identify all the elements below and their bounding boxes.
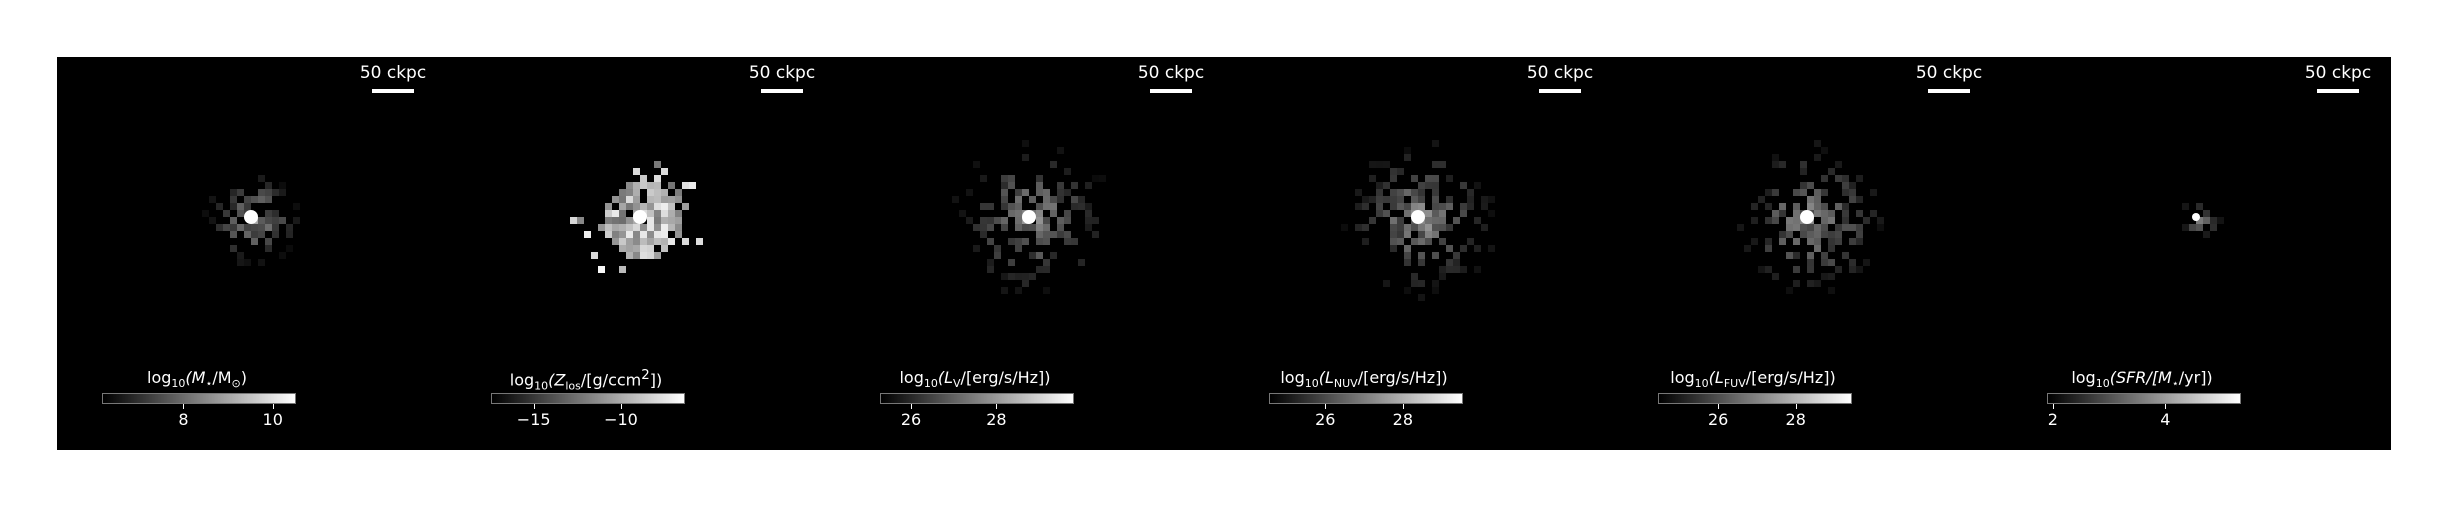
scale-bar-label: 50 ckpc (1915, 63, 1983, 83)
colorbar-tick-label: 28 (1392, 410, 1414, 429)
scale-bar: 50 ckpc (2293, 63, 2383, 93)
colorbar-tick-label: 26 (900, 410, 922, 429)
colorbar-tick (183, 404, 185, 409)
map-lfuv (1737, 140, 1884, 294)
colorbar-tick-label: 26 (1315, 410, 1336, 429)
scale-bar: 50 ckpc (1904, 63, 1994, 93)
colorbar-tick (1325, 404, 1327, 409)
colorbar-tick (620, 404, 622, 409)
panel-lfuv: 50 ckpc log10(LFUV/[erg/s/Hz]) 26 28 (1613, 57, 2002, 450)
colorbar (1269, 393, 1463, 404)
scale-bar-label: 50 ckpc (1526, 63, 1594, 83)
scale-bar-label: 50 ckpc (2304, 63, 2372, 83)
colorbar-tick-label: 2 (2047, 410, 2058, 429)
colorbar-label: log10(M⋆/M⊙) (147, 368, 247, 391)
colorbar (2047, 393, 2241, 404)
colorbar-label: log10(Zlos/[g/ccm2]) (509, 368, 663, 393)
colorbar-tick (2052, 404, 2054, 409)
panel-lnuv: 50 ckpc log10(LNUV/[erg/s/Hz]) 26 28 (1224, 57, 1613, 450)
scale-bar-label: 50 ckpc (748, 63, 816, 83)
colorbar-tick-label: −15 (516, 410, 551, 429)
colorbar-label: log10(LNUV/[erg/s/Hz]) (1280, 368, 1448, 391)
panel-mstar: 50 ckpc log10(M⋆/M⊙) 8 10 (57, 57, 446, 450)
colorbar-tick (1718, 404, 1720, 409)
map-sfr (2182, 203, 2224, 238)
scale-bar-line (1539, 89, 1581, 93)
colorbar (102, 393, 296, 404)
colorbar-tick-label: 26 (1707, 410, 1729, 429)
colorbar-tick (1795, 404, 1797, 409)
scale-bar-line (2317, 89, 2359, 93)
scale-bar-label: 50 ckpc (359, 63, 427, 83)
map-lnuv (1341, 140, 1495, 301)
map-lv (952, 140, 1106, 294)
colorbar-tick-label: 8 (178, 410, 189, 429)
colorbar (1658, 393, 1852, 404)
panel-sfr: 50 ckpc log10(SFR/[M⋆/yr]) 2 4 (2002, 57, 2391, 450)
colorbar-tick-label: 4 (2160, 410, 2171, 429)
colorbar-label: log10(LV/[erg/s/Hz]) (899, 368, 1051, 391)
scale-bar-line (1150, 89, 1192, 93)
scale-bar: 50 ckpc (1515, 63, 1605, 93)
colorbar-tick-label: 28 (986, 410, 1007, 429)
panel-zlos: 50 ckpc log10(Zlos/[g/ccm2]) −15 −10 (446, 57, 835, 450)
scale-bar-line (372, 89, 414, 93)
colorbar-tick-label: 28 (1785, 410, 1806, 429)
scale-bar-line (761, 89, 803, 93)
scale-bar: 50 ckpc (737, 63, 827, 93)
colorbar-tick (1402, 404, 1404, 409)
colorbar-tick-label: 10 (262, 410, 283, 429)
colorbar-tick (533, 404, 535, 409)
colorbar (880, 393, 1074, 404)
colorbar-tick (2165, 404, 2167, 409)
colorbar-tick (911, 404, 913, 409)
panel-lv: 50 ckpc log10(LV/[erg/s/Hz]) 26 28 (835, 57, 1224, 450)
map-zlos (570, 161, 703, 273)
colorbar-tick (272, 404, 274, 409)
colorbar-tick-label: −10 (604, 410, 638, 429)
scale-bar-label: 50 ckpc (1137, 63, 1205, 83)
colorbar-label: log10(LFUV/[erg/s/Hz]) (1670, 368, 1836, 391)
colorbar-label: log10(SFR/[M⋆/yr]) (2071, 368, 2213, 391)
colorbar-tick (996, 404, 998, 409)
scale-bar: 50 ckpc (1126, 63, 1216, 93)
image-strip: 50 ckpc log10(M⋆/M⊙) 8 10 50 ckpc log10(Zlos/… (57, 57, 2391, 450)
scale-bar: 50 ckpc (348, 63, 438, 93)
scale-bar-line (1928, 89, 1970, 93)
map-mstar (202, 175, 300, 266)
colorbar (491, 393, 685, 404)
